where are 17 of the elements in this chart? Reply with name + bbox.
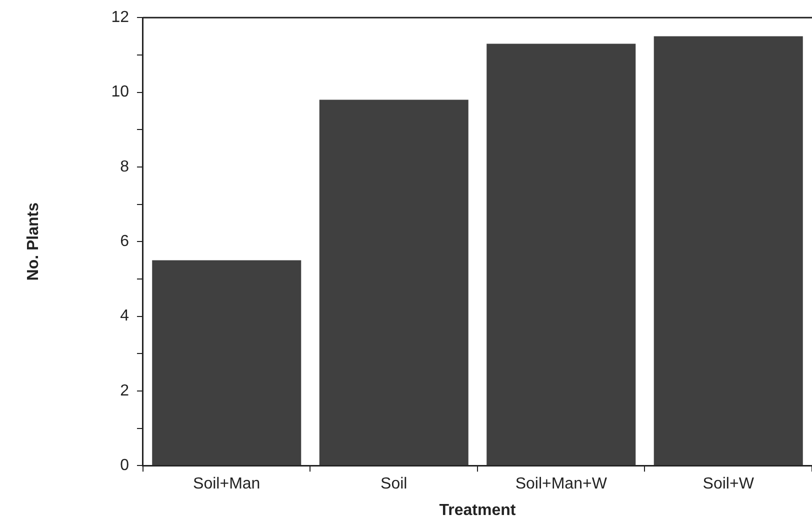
y-tick-label: 12 [111, 9, 130, 26]
bar [486, 44, 636, 466]
x-tick-label: Soil [380, 476, 408, 493]
y-tick-label: 10 [111, 84, 130, 101]
y-tick-label: 0 [120, 457, 130, 474]
y-axis-title: No. Plants [25, 202, 42, 281]
x-tick-label: Soil+Man [193, 476, 260, 493]
y-tick-label: 6 [120, 233, 130, 250]
x-axis-title: Treatment [439, 502, 516, 519]
bar [654, 36, 803, 466]
bar [319, 100, 468, 466]
y-tick-label: 4 [120, 308, 130, 325]
y-tick-label: 2 [120, 382, 130, 400]
y-tick-label: 8 [120, 158, 130, 176]
x-tick-label: Soil+Man+W [515, 476, 608, 493]
bar [152, 260, 302, 466]
x-tick-label: Soil+W [702, 476, 755, 493]
